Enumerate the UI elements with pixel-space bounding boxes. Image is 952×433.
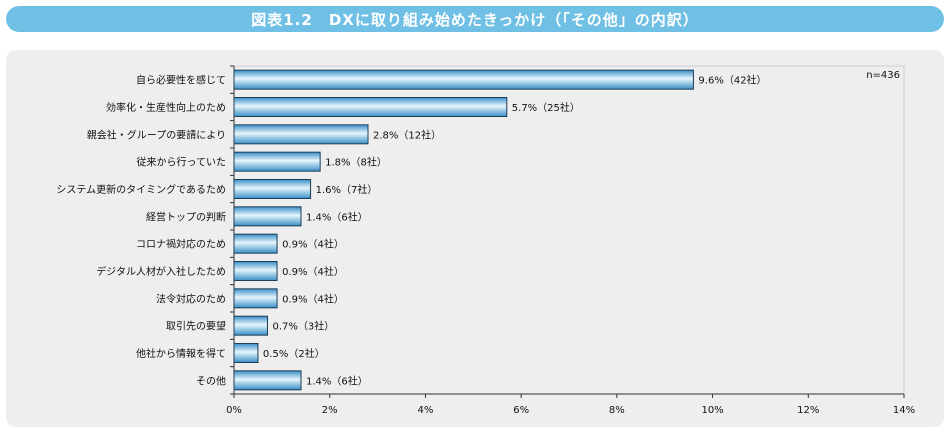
data-label: 1.4%（6社） [306,210,368,223]
data-label: 1.6%（7社） [316,183,378,196]
category-label: 経営トップの判断 [146,210,226,223]
bar [233,206,302,227]
bar [233,288,278,309]
x-tick-label: 14% [893,405,915,416]
category-label: 効率化・生産性向上のため [106,101,226,114]
bar [233,315,268,336]
x-tick-label: 6% [513,405,529,416]
data-label: 1.8%（8社） [325,156,387,169]
bar [233,97,508,117]
bar [233,370,302,391]
category-label: 法令対応のため [156,292,226,305]
data-label: 0.9%（4社） [282,292,344,305]
x-tick-label: 2% [322,405,338,416]
data-label: 9.6%（42社） [698,74,766,87]
data-label: 2.8%（12社） [373,128,441,141]
category-label: 取引先の要望 [166,320,226,333]
bar [233,261,278,281]
category-label: コロナ禍対応のため [136,238,226,251]
data-label: 0.5%（2社） [263,347,325,360]
chart-title: 図表1.2 DXに取り組み始めたきっかけ（「その他」の内訳） [251,10,699,29]
category-label: デジタル人材が入社したため [96,265,226,278]
bar [233,151,321,172]
title-bar: 図表1.2 DXに取り組み始めたきっかけ（「その他」の内訳） [6,6,944,32]
data-label: 0.9%（4社） [282,238,344,251]
x-tick-label: 12% [797,405,819,416]
data-label: 5.7%（25社） [512,101,580,114]
category-label: 自ら必要性を感じて [136,74,226,87]
x-tick-label: 10% [701,405,723,416]
data-label: 0.7%（3社） [273,320,335,333]
sample-size-note: n=436 [866,70,900,81]
bar [233,69,694,90]
data-label: 0.9%（4社） [282,265,344,278]
category-label: 従来から行っていた [137,156,227,169]
bar [233,343,259,363]
bar [233,233,278,254]
x-tick-label: 0% [226,405,242,416]
category-label: 親会社・グループの要請により [87,128,226,141]
data-label: 1.4%（6社） [306,374,368,387]
category-label: その他 [196,374,226,387]
bar [233,179,312,199]
category-label: システム更新のタイミングであるため [56,183,226,196]
x-tick-label: 8% [609,405,625,416]
x-tick-label: 4% [417,405,433,416]
category-label: 他社から情報を得て [136,347,226,360]
bar [233,124,369,145]
